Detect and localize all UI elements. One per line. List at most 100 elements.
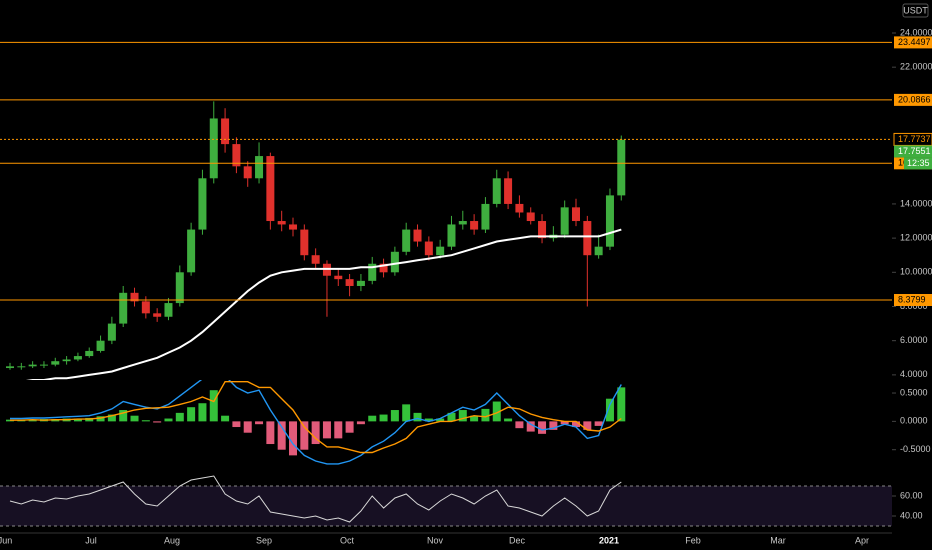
candle-body xyxy=(311,255,320,264)
x-tick-label: Feb xyxy=(685,535,701,545)
candle-body xyxy=(492,178,501,204)
macd-line xyxy=(10,380,622,465)
candle-body xyxy=(232,144,241,167)
histogram-bar xyxy=(560,421,569,425)
candle-body xyxy=(141,301,150,314)
candle-body xyxy=(17,366,26,368)
level-label-box xyxy=(894,93,932,106)
rsi-line xyxy=(9,475,622,523)
histogram-bar xyxy=(594,421,603,426)
candle-body xyxy=(413,229,422,242)
histogram-bar xyxy=(549,421,558,430)
candle-body xyxy=(96,340,105,351)
histogram-bar xyxy=(243,421,252,433)
histogram-bar xyxy=(424,418,433,422)
candle-body xyxy=(617,139,626,196)
candle-body xyxy=(51,361,60,365)
x-tick-label: Mar xyxy=(770,535,786,545)
candle-body xyxy=(458,221,467,225)
histogram-bar xyxy=(221,415,230,422)
histogram-bar xyxy=(345,421,354,433)
candle-body xyxy=(594,246,603,256)
candles xyxy=(6,101,626,380)
y-tick-label: 4.0000 xyxy=(900,369,928,379)
x-tick-label: Sep xyxy=(256,535,272,545)
candle-body xyxy=(73,356,82,360)
histogram-bar xyxy=(334,421,343,439)
histogram-bar xyxy=(605,398,614,422)
histogram-bar xyxy=(130,415,139,422)
candle-body xyxy=(504,178,513,204)
countdown-box xyxy=(904,157,932,170)
histogram-bar xyxy=(356,421,365,425)
candle-body xyxy=(424,241,433,256)
y-tick-label: 14.0000 xyxy=(900,198,932,208)
candle-body xyxy=(28,364,37,367)
y-tick-label: 24.0000 xyxy=(900,27,932,37)
candle-body xyxy=(583,221,592,256)
y-tick-label: 40.00 xyxy=(900,510,923,520)
candle-body xyxy=(153,313,162,317)
candle-body xyxy=(6,366,14,369)
histogram-bar xyxy=(198,403,207,422)
candle-body xyxy=(560,207,569,235)
candle-body xyxy=(187,229,196,273)
candle-body xyxy=(515,203,524,213)
candle-body xyxy=(85,350,94,357)
histogram-bar xyxy=(300,421,309,450)
histogram-bar xyxy=(175,412,184,422)
level-label-box xyxy=(894,36,932,49)
macd-line xyxy=(10,381,622,454)
candle-body xyxy=(277,221,286,225)
histogram-bar xyxy=(572,421,580,428)
x-tick-label: Apr xyxy=(855,535,869,545)
candle-body xyxy=(470,221,479,230)
candle-body xyxy=(368,263,377,281)
histogram-bar xyxy=(368,415,377,422)
histogram-bar xyxy=(515,421,524,429)
histogram-bar xyxy=(164,418,173,422)
moving-average xyxy=(25,228,622,380)
histogram-bar xyxy=(583,421,592,430)
x-tick-label: Aug xyxy=(164,535,180,545)
histogram-bar xyxy=(187,407,196,422)
candle-body xyxy=(119,292,128,324)
histogram-bar xyxy=(153,421,162,423)
y-tick-label: -0.5000 xyxy=(900,444,931,454)
candle-body xyxy=(402,229,411,252)
x-tick-label: 2021 xyxy=(599,535,619,545)
histogram-bar xyxy=(470,415,479,422)
candle-body xyxy=(300,229,309,256)
candle-body xyxy=(209,118,218,179)
candle-body xyxy=(481,203,490,230)
histogram-bar xyxy=(492,401,501,422)
x-tick-label: Jul xyxy=(85,535,97,545)
candle-body xyxy=(130,292,139,302)
histogram-bar xyxy=(255,421,264,425)
level-label: 8.3799 xyxy=(898,294,926,304)
candle-body xyxy=(379,263,388,273)
level-label: 23.4497 xyxy=(898,37,931,47)
histogram-bar xyxy=(526,421,535,432)
macd xyxy=(6,380,626,465)
histogram-bar xyxy=(538,421,547,434)
candle-body xyxy=(356,280,365,286)
unit-box[interactable] xyxy=(902,3,929,18)
candle-body xyxy=(266,156,275,222)
close-label: 17.7551 xyxy=(898,146,931,156)
candle-body xyxy=(334,275,343,280)
histogram-bar xyxy=(277,421,286,450)
candle-body xyxy=(62,359,71,362)
candle-body xyxy=(221,118,230,145)
y-tick-label: 12.0000 xyxy=(900,232,932,242)
histogram-bar xyxy=(73,418,82,422)
y-tick-label: 60.00 xyxy=(900,490,923,500)
candle-body xyxy=(572,207,580,222)
histogram-bar xyxy=(617,387,626,422)
candle-body xyxy=(345,279,354,286)
candle-body xyxy=(289,224,297,230)
x-tick-label: Jun xyxy=(0,535,12,545)
